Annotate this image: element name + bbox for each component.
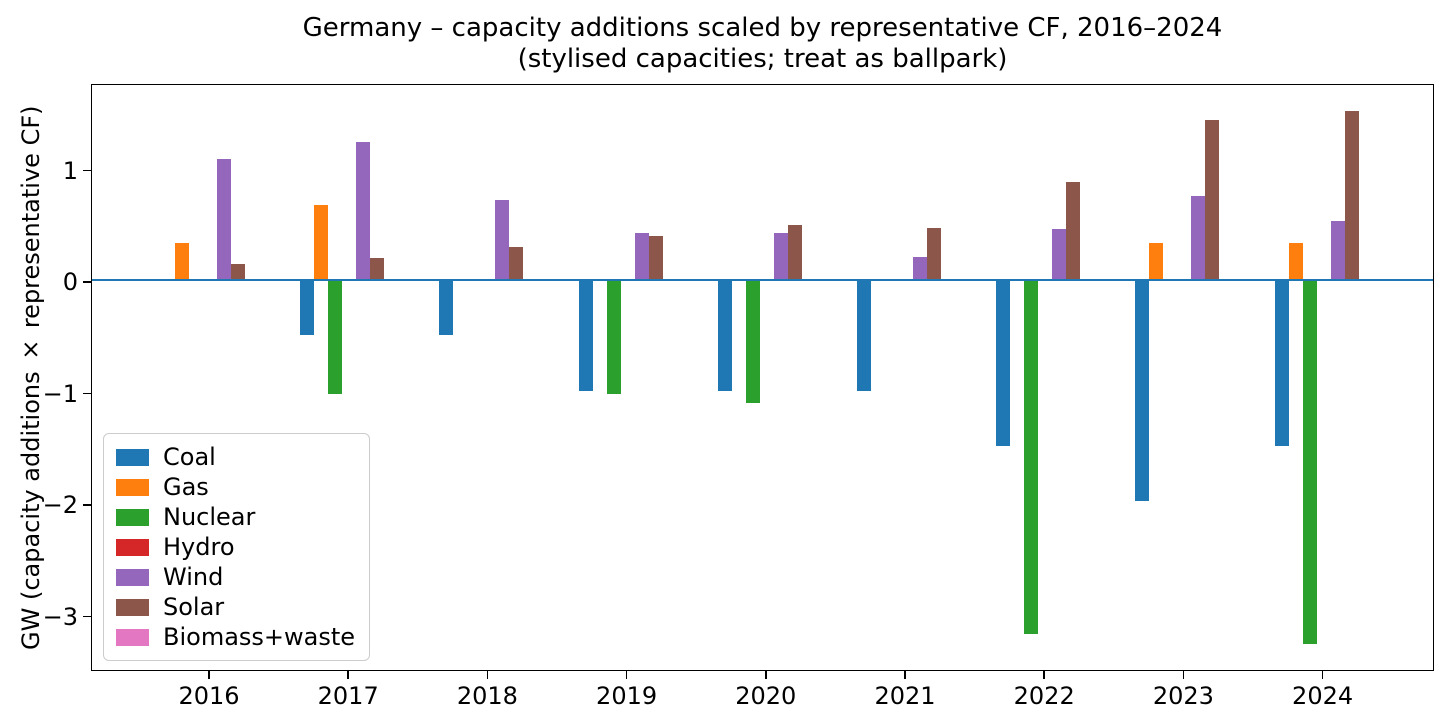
x-tick-mark-2016: [208, 671, 210, 679]
legend-item-hydro: Hydro: [116, 532, 355, 562]
bar-wind-2020: [773, 232, 788, 281]
chart-subtitle: (stylised capacities; treat as ballpark): [517, 44, 1008, 74]
plot-area: Coal Gas Nuclear Hydro Wind Solar Biomass+wast…: [91, 84, 1434, 671]
x-tick-mark-2023: [1182, 671, 1185, 679]
y-tick-label-−2: −2: [42, 491, 78, 519]
bar-coal-2019: [578, 280, 593, 391]
bar-wind-2021: [913, 257, 927, 281]
legend-label-biomass-waste: Biomass+waste: [163, 623, 356, 651]
bar-solar-2022: [1066, 182, 1081, 281]
bar-solar-2019: [648, 235, 663, 281]
legend-item-gas: Gas: [116, 472, 355, 502]
legend-swatch-wind: [116, 568, 149, 586]
legend-swatch-biomass-waste: [116, 628, 149, 646]
x-tick-label-2018: 2018: [456, 682, 518, 710]
zero-line: [92, 278, 1433, 281]
legend-label-gas: Gas: [163, 473, 209, 501]
legend-swatch-coal: [116, 448, 149, 466]
bar-gas-2016: [175, 242, 189, 281]
legend-item-solar: Solar: [116, 592, 355, 622]
x-tick-mark-2017: [347, 671, 349, 679]
bar-wind-2024: [1330, 221, 1345, 281]
legend-swatch-solar: [116, 598, 149, 616]
legend-swatch-gas: [116, 478, 149, 496]
bar-nuclear-2017: [328, 280, 343, 395]
chart-title: Germany – capacity additions scaled by r…: [302, 13, 1223, 43]
bar-nuclear-2019: [606, 280, 621, 395]
bar-wind-2023: [1191, 195, 1206, 281]
bar-solar-2024: [1344, 111, 1359, 281]
bar-wind-2017: [356, 142, 371, 281]
legend-swatch-hydro: [116, 538, 149, 556]
bar-solar-2018: [509, 247, 524, 281]
x-tick-label-2022: 2022: [1013, 682, 1075, 710]
y-tick-mark-−2: [83, 504, 91, 506]
x-tick-label-2024: 2024: [1292, 682, 1354, 710]
bar-wind-2018: [495, 200, 510, 281]
x-tick-mark-2020: [765, 671, 767, 679]
legend-item-coal: Coal: [116, 442, 355, 472]
bar-coal-2023: [1135, 280, 1150, 502]
y-tick-label-0: 0: [62, 268, 78, 296]
bar-solar-2017: [370, 258, 385, 281]
y-tick-label-−1: −1: [42, 379, 78, 408]
bar-gas-2017: [314, 204, 329, 281]
bar-coal-2024: [1274, 280, 1289, 446]
bar-gas-2024: [1288, 242, 1303, 281]
y-tick-mark-−1: [83, 392, 91, 395]
x-tick-label-2020: 2020: [735, 682, 797, 710]
bar-coal-2021: [857, 280, 871, 391]
x-tick-mark-2019: [625, 671, 628, 679]
legend-item-wind: Wind: [116, 562, 355, 592]
legend-swatch-nuclear: [116, 508, 149, 526]
legend: Coal Gas Nuclear Hydro Wind Solar Biomass+wast…: [103, 433, 371, 661]
bar-nuclear-2024: [1302, 280, 1317, 644]
x-tick-label-2021: 2021: [874, 682, 936, 710]
bar-nuclear-2020: [745, 280, 760, 404]
y-tick-label-−3: −3: [42, 602, 78, 631]
bar-wind-2016: [217, 158, 231, 281]
legend-label-solar: Solar: [163, 593, 225, 621]
x-tick-mark-2018: [486, 671, 489, 679]
legend-label-hydro: Hydro: [163, 533, 235, 561]
x-tick-mark-2021: [904, 671, 906, 679]
bar-wind-2022: [1052, 229, 1067, 281]
x-tick-mark-2024: [1321, 671, 1324, 679]
x-tick-label-2017: 2017: [317, 682, 379, 710]
bar-coal-2020: [717, 280, 732, 391]
bar-coal-2017: [300, 280, 315, 336]
bar-coal-2018: [439, 280, 454, 336]
bar-wind-2019: [634, 232, 649, 281]
legend-label-coal: Coal: [163, 443, 216, 471]
bar-coal-2022: [996, 280, 1011, 446]
x-tick-label-2016: 2016: [178, 682, 240, 710]
x-tick-mark-2022: [1043, 671, 1045, 679]
bar-nuclear-2022: [1024, 280, 1039, 634]
legend-label-nuclear: Nuclear: [163, 503, 256, 531]
bar-solar-2020: [787, 224, 802, 281]
bar-solar-2023: [1205, 119, 1220, 281]
x-tick-label-2023: 2023: [1152, 682, 1214, 710]
legend-label-wind: Wind: [163, 563, 224, 591]
bar-solar-2016: [231, 263, 245, 281]
x-tick-label-2019: 2019: [596, 682, 658, 710]
legend-item-nuclear: Nuclear: [116, 502, 355, 532]
y-tick-mark-−3: [83, 615, 91, 618]
bar-gas-2023: [1149, 242, 1164, 281]
y-tick-label-1: 1: [62, 156, 78, 185]
legend-item-biomass-waste: Biomass+waste: [116, 622, 355, 652]
bar-solar-2021: [927, 228, 941, 281]
y-tick-mark-1: [83, 169, 91, 172]
y-tick-mark-0: [83, 281, 91, 283]
